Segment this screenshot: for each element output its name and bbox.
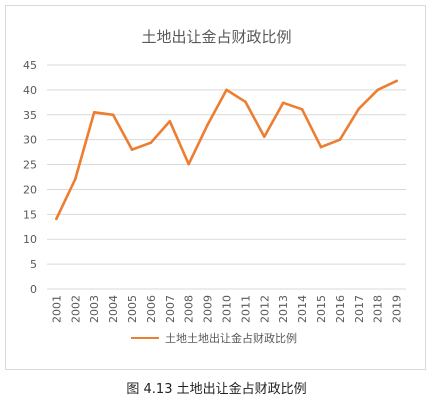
x-tick-label: 2001 <box>50 295 63 323</box>
y-tick-label: 45 <box>23 59 37 72</box>
x-tick-label: 2016 <box>334 295 347 323</box>
y-tick-label: 25 <box>23 159 37 172</box>
x-tick-label: 2017 <box>353 295 366 323</box>
x-tick-label: 2006 <box>145 295 158 323</box>
x-tick-label: 2003 <box>88 295 101 323</box>
y-tick-label: 5 <box>30 258 37 271</box>
y-tick-label: 20 <box>23 183 37 196</box>
x-tick-label: 2014 <box>296 295 309 323</box>
x-tick-label: 2011 <box>239 295 252 323</box>
data-point <box>395 79 398 83</box>
x-tick-label: 2009 <box>202 295 215 323</box>
x-tick-label: 2005 <box>126 295 139 323</box>
y-tick-label: 30 <box>23 134 37 147</box>
data-point <box>92 110 96 114</box>
legend-swatch <box>131 337 159 339</box>
data-point <box>376 88 379 92</box>
y-tick-label: 0 <box>30 283 37 296</box>
x-tick-label: 2012 <box>258 295 271 323</box>
data-point <box>130 148 134 151</box>
y-tick-label: 35 <box>23 109 37 122</box>
series-line <box>55 79 398 221</box>
data-point <box>149 141 153 144</box>
data-point <box>357 107 361 111</box>
x-tick-label: 2002 <box>69 295 82 323</box>
data-point <box>111 113 115 117</box>
x-tick-label: 2019 <box>391 295 404 323</box>
data-point <box>55 217 58 221</box>
data-point <box>244 100 247 104</box>
y-tick-label: 40 <box>23 84 37 97</box>
x-tick-label: 2013 <box>277 295 290 323</box>
data-point <box>225 88 228 92</box>
data-point <box>319 145 323 149</box>
legend-label: 土地土地出让金占财政比例 <box>165 332 297 345</box>
x-tick-label: 2008 <box>183 295 196 323</box>
x-tick-label: 2004 <box>107 295 120 323</box>
figure-caption: 图 4.13 土地出让金占财政比例 <box>126 382 307 397</box>
data-point <box>338 138 342 141</box>
data-point <box>74 177 77 181</box>
chart-title: 土地出让金占财政比例 <box>141 28 292 46</box>
data-point <box>206 123 209 127</box>
data-point <box>187 162 191 166</box>
data-point <box>281 101 285 105</box>
y-tick-label: 10 <box>23 233 37 246</box>
data-point <box>300 108 304 111</box>
legend: 土地土地出让金占财政比例 <box>131 331 297 345</box>
x-tick-label: 2015 <box>315 295 328 323</box>
x-tick-label: 2010 <box>221 295 234 323</box>
x-tick-label: 2007 <box>164 295 177 323</box>
y-tick-label: 15 <box>23 208 37 221</box>
x-tick-label: 2018 <box>372 295 385 323</box>
data-point <box>168 119 172 123</box>
chart-frame <box>5 5 426 370</box>
data-point <box>262 135 266 138</box>
